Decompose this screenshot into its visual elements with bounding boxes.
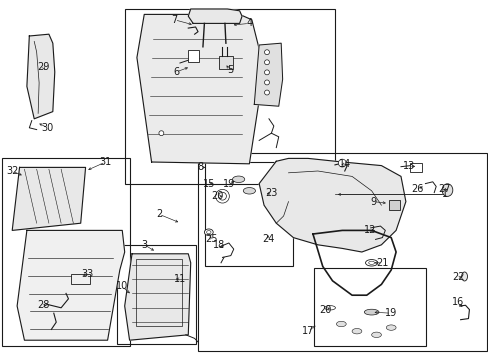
Circle shape (159, 131, 163, 136)
Ellipse shape (368, 261, 374, 264)
Bar (117, 245, 195, 344)
Bar (188, 50, 199, 62)
Circle shape (264, 90, 269, 95)
Text: 17: 17 (301, 326, 314, 336)
Ellipse shape (351, 328, 361, 334)
Ellipse shape (365, 260, 377, 266)
Circle shape (264, 50, 269, 55)
Ellipse shape (371, 332, 381, 338)
Text: 15: 15 (203, 179, 215, 189)
Ellipse shape (364, 309, 378, 315)
Text: 20: 20 (211, 191, 224, 201)
Polygon shape (259, 158, 405, 252)
Text: 31: 31 (99, 157, 112, 167)
Circle shape (338, 159, 346, 167)
Bar (2, 158, 129, 346)
Text: 2: 2 (156, 209, 162, 219)
Bar (314, 268, 426, 346)
Text: 30: 30 (41, 123, 54, 133)
Bar (136, 259, 182, 326)
Text: 11: 11 (173, 274, 186, 284)
Bar (71, 274, 90, 284)
Text: 19: 19 (222, 179, 235, 189)
Text: 16: 16 (450, 297, 463, 307)
Text: 25: 25 (204, 234, 217, 244)
Text: 6: 6 (173, 67, 179, 77)
Bar (388, 200, 399, 210)
Text: 10: 10 (115, 281, 128, 291)
Ellipse shape (386, 325, 395, 330)
Ellipse shape (441, 184, 452, 197)
Text: 5: 5 (226, 65, 232, 75)
Text: 27: 27 (437, 184, 449, 194)
Text: 19: 19 (384, 308, 397, 318)
Ellipse shape (461, 272, 467, 281)
Text: 24: 24 (261, 234, 274, 244)
Text: 33: 33 (81, 269, 93, 279)
Ellipse shape (232, 176, 244, 183)
Text: 3: 3 (141, 240, 147, 250)
Text: 1: 1 (441, 189, 447, 199)
Polygon shape (27, 34, 55, 119)
Text: 12: 12 (363, 225, 375, 235)
Text: 8: 8 (197, 162, 203, 172)
Circle shape (218, 192, 226, 200)
Text: 9: 9 (369, 197, 375, 207)
Bar (124, 9, 334, 184)
Polygon shape (124, 254, 190, 340)
Text: 7: 7 (171, 15, 177, 25)
Text: 14: 14 (338, 159, 351, 169)
Bar (219, 56, 232, 69)
Polygon shape (17, 230, 124, 340)
Ellipse shape (243, 188, 255, 194)
Text: 29: 29 (37, 62, 49, 72)
Text: 22: 22 (451, 272, 464, 282)
Ellipse shape (206, 231, 211, 234)
Ellipse shape (324, 306, 335, 310)
Circle shape (264, 60, 269, 65)
Circle shape (264, 80, 269, 85)
Text: 28: 28 (37, 300, 49, 310)
Text: 21: 21 (375, 258, 388, 268)
Polygon shape (188, 9, 242, 23)
Bar (198, 153, 486, 351)
Bar (409, 163, 421, 172)
Text: 4: 4 (246, 18, 252, 28)
Text: 18: 18 (212, 240, 224, 250)
Ellipse shape (204, 229, 213, 235)
Text: 23: 23 (265, 188, 278, 198)
Polygon shape (137, 14, 264, 164)
Ellipse shape (336, 321, 346, 327)
Polygon shape (12, 167, 85, 230)
Bar (205, 162, 293, 266)
Text: 32: 32 (6, 166, 19, 176)
Text: 13: 13 (402, 161, 414, 171)
Circle shape (264, 70, 269, 75)
Text: 20: 20 (319, 305, 331, 315)
Polygon shape (254, 43, 282, 106)
Text: 26: 26 (410, 184, 423, 194)
